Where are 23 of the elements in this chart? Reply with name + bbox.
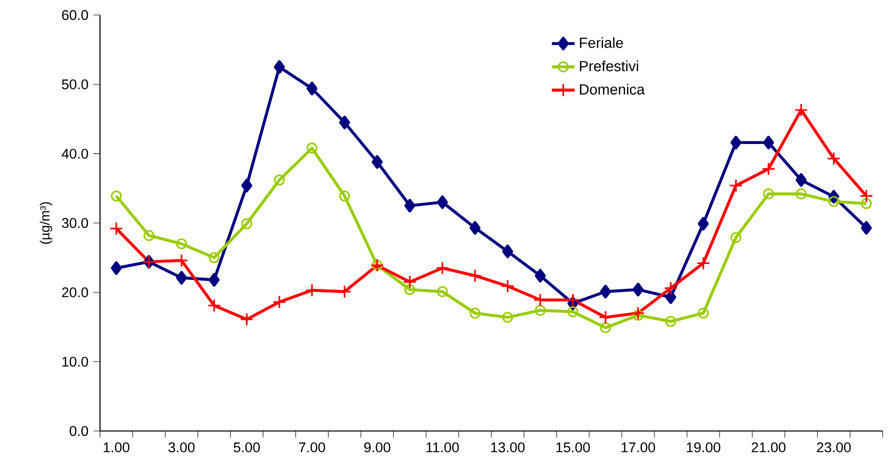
x-tick-label: 19.00 — [686, 442, 720, 452]
x-tick-label: 1.00 — [104, 442, 130, 452]
x-tick-label: 13.00 — [491, 442, 525, 452]
x-tick-label: 11.00 — [426, 442, 459, 452]
y-tick-label: 50.0 — [62, 79, 88, 90]
legend-label: Feriale — [580, 37, 623, 48]
y-axis-title: (µg/m³) — [40, 202, 52, 244]
y-tick-label: 0.0 — [70, 426, 88, 436]
y-tick-label: 30.0 — [62, 218, 88, 228]
y-tick-label: 10.0 — [62, 356, 88, 367]
x-tick-label: 21.00 — [752, 442, 786, 452]
x-tick-label: 15.00 — [556, 442, 590, 452]
y-tick-label: 40.0 — [62, 148, 88, 159]
x-tick-label: 3.00 — [168, 442, 195, 452]
x-tick-label: 23.00 — [816, 442, 851, 452]
x-tick-label: 7.00 — [299, 442, 326, 452]
x-tick-label: 17.00 — [622, 442, 656, 452]
x-tick-label: 9.00 — [364, 442, 390, 452]
legend-label: Prefestivi — [580, 60, 638, 72]
y-tick-label: 20.0 — [62, 287, 88, 298]
x-tick-label: 5.00 — [234, 442, 260, 452]
legend-label: Domenica — [580, 84, 645, 95]
y-tick-label: 60.0 — [62, 10, 88, 20]
